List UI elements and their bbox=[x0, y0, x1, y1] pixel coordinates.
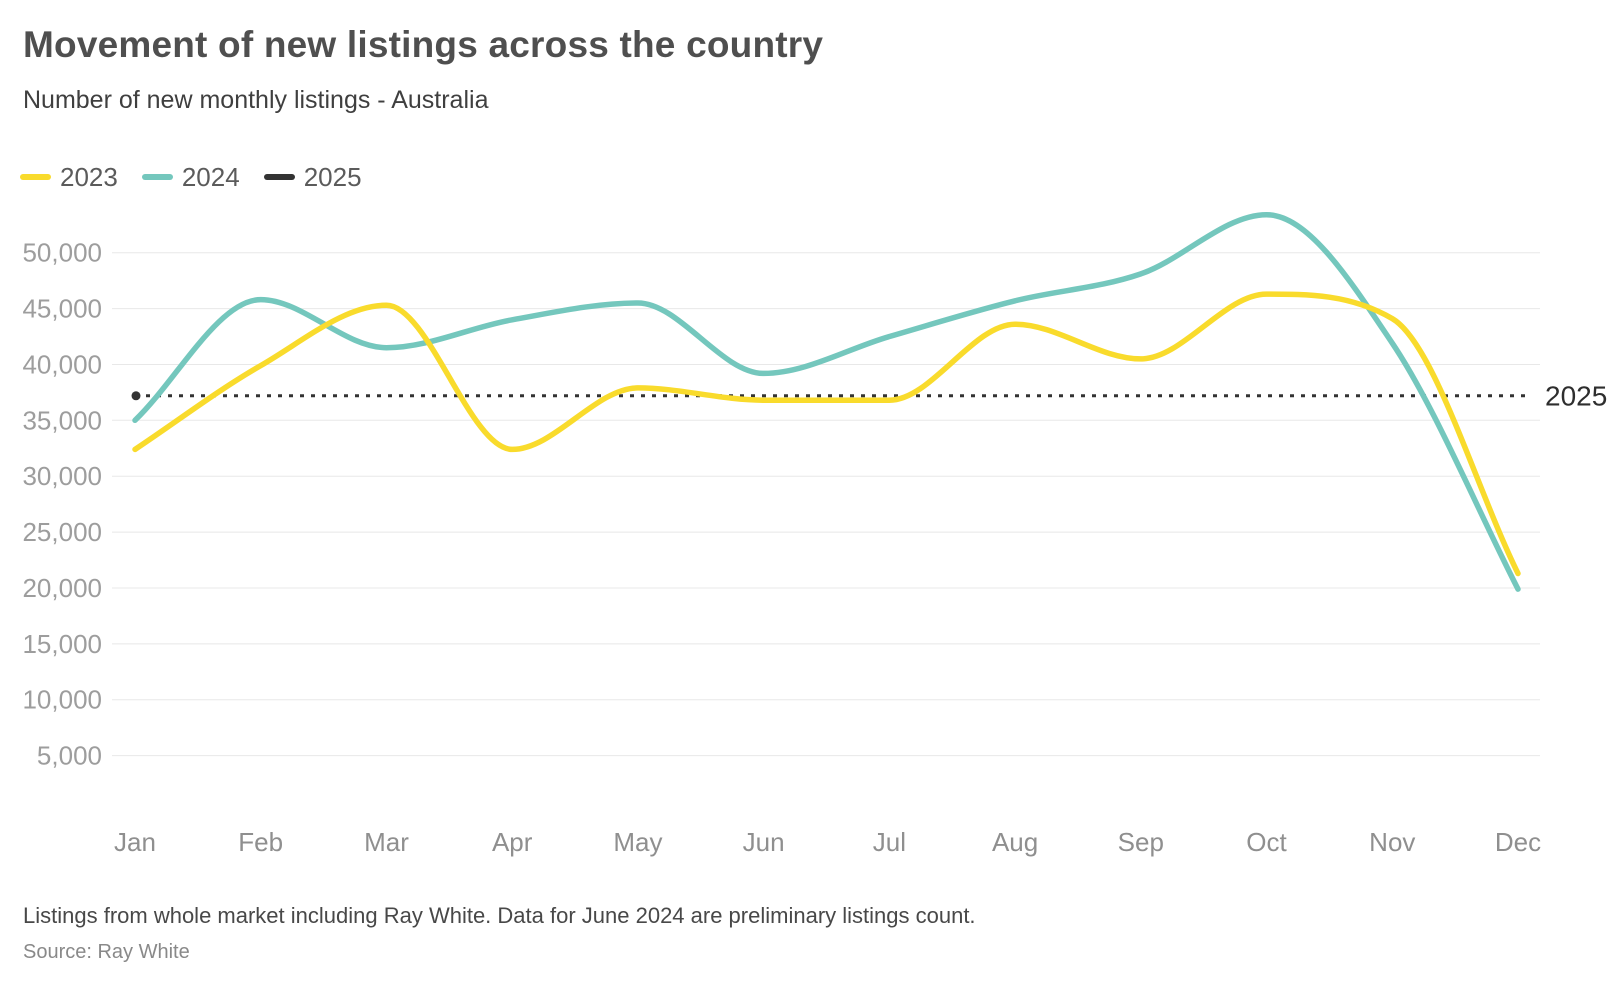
reference-line-start-dot bbox=[131, 391, 141, 401]
legend-item-2023: 2023 bbox=[20, 162, 118, 193]
y-axis-label: 20,000 bbox=[22, 573, 102, 603]
y-axis-label: 15,000 bbox=[22, 629, 102, 659]
x-axis-label: May bbox=[613, 827, 662, 857]
source-credit: Source: Ray White bbox=[23, 941, 190, 963]
y-axis-label: 10,000 bbox=[22, 685, 102, 715]
footnote: Listings from whole market including Ray… bbox=[23, 903, 976, 928]
legend-swatch-2023 bbox=[20, 174, 51, 180]
legend: 2023 2024 2025 bbox=[20, 161, 362, 193]
page-title: Movement of new listings across the coun… bbox=[23, 24, 824, 65]
x-axis-label: Jul bbox=[873, 827, 906, 857]
legend-item-2025: 2025 bbox=[263, 161, 362, 193]
x-axis-label: Jan bbox=[114, 827, 156, 857]
legend-item-2024: 2024 bbox=[141, 161, 240, 193]
x-axis-label: Mar bbox=[364, 827, 409, 857]
y-axis-label: 30,000 bbox=[22, 461, 102, 491]
x-axis-label: Aug bbox=[992, 827, 1038, 857]
x-axis-label: Sep bbox=[1118, 827, 1164, 857]
y-axis-label: 35,000 bbox=[22, 405, 102, 435]
x-axis-label: Apr bbox=[492, 827, 533, 857]
y-axis-label: 40,000 bbox=[22, 350, 102, 380]
y-axis-label: 50,000 bbox=[22, 238, 102, 268]
legend-label-2023: 2023 bbox=[60, 161, 118, 192]
x-axis-label: Dec bbox=[1495, 827, 1541, 857]
x-axis-label: Nov bbox=[1369, 827, 1415, 857]
legend-label-2025: 2025 bbox=[303, 161, 362, 192]
y-axis-label: 45,000 bbox=[22, 294, 102, 324]
legend-label-2024: 2024 bbox=[181, 161, 240, 192]
x-axis-label: Jun bbox=[743, 827, 785, 857]
reference-line-label: 2025 bbox=[1545, 380, 1607, 411]
chart-subtitle: Number of new monthly listings - Austral… bbox=[23, 86, 489, 114]
series-line-2024 bbox=[132, 211, 1521, 592]
x-axis-label: Feb bbox=[238, 827, 283, 857]
y-axis-label: 25,000 bbox=[22, 517, 102, 547]
legend-swatch-2025 bbox=[263, 174, 295, 180]
series-line-2023 bbox=[132, 291, 1521, 577]
x-axis-label: Oct bbox=[1246, 827, 1287, 857]
y-axis-label: 5,000 bbox=[37, 741, 102, 771]
legend-swatch-2024 bbox=[141, 174, 173, 180]
